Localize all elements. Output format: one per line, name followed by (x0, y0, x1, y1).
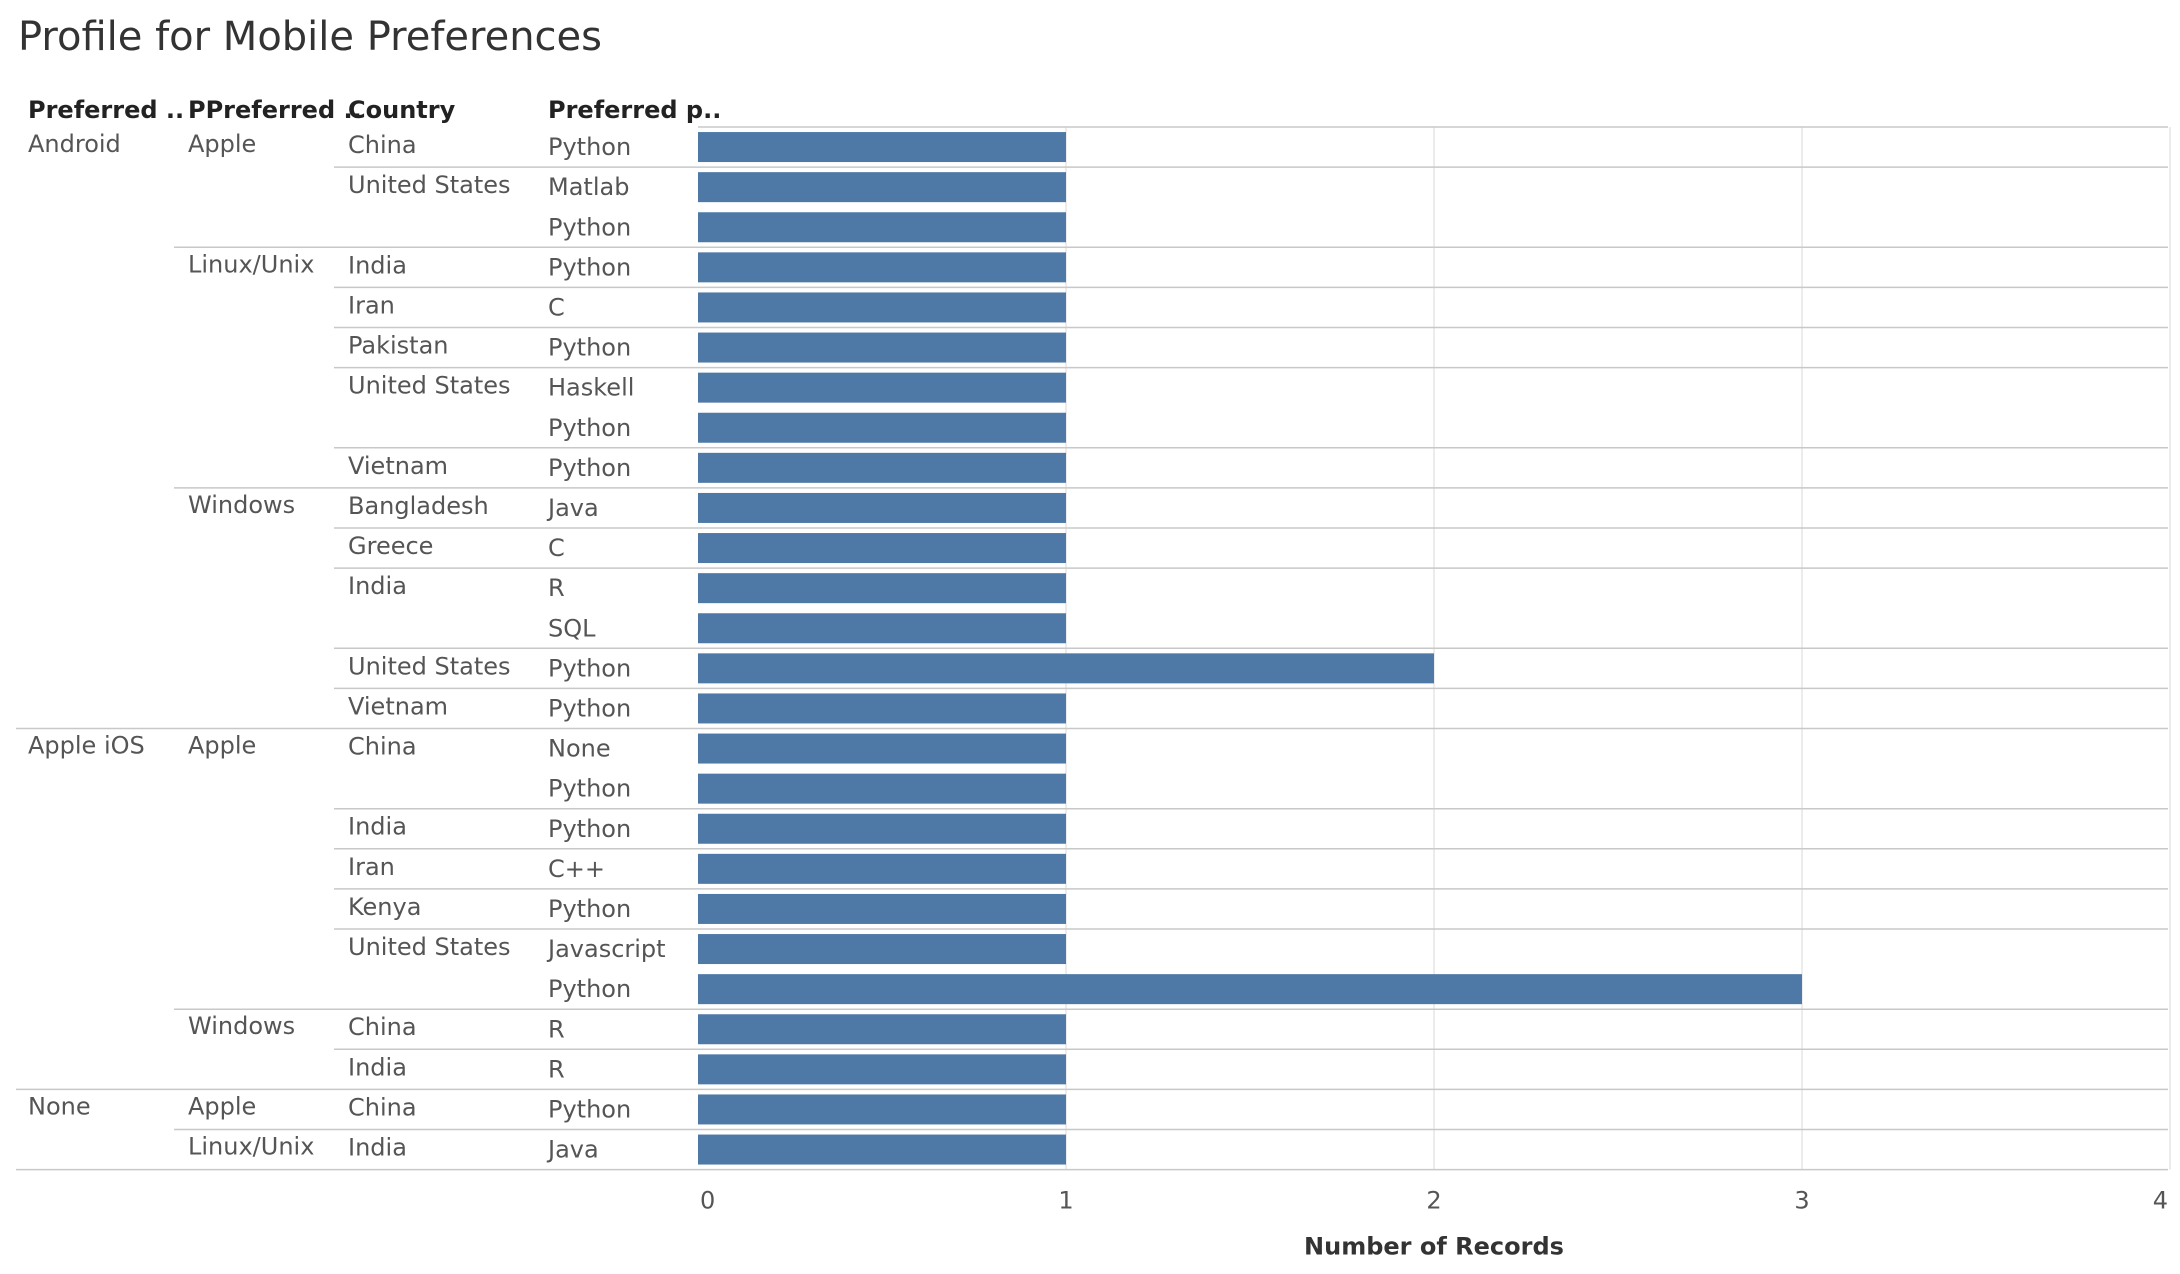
bar (698, 332, 1066, 363)
row-label-language: Python (548, 133, 631, 161)
bar (698, 212, 1066, 243)
chart-title: Profile for Mobile Preferences (18, 14, 602, 60)
header-preferred-mobile[interactable]: Preferred .. (28, 96, 185, 124)
row-label-os: Windows (188, 491, 295, 519)
x-tick-label: 4 (2153, 1187, 2168, 1215)
row-label-os: Windows (188, 1012, 295, 1040)
row-label-language: Python (548, 1095, 631, 1123)
row-label-language: C (548, 293, 565, 321)
row-label-language: Python (548, 654, 631, 682)
bar (698, 653, 1434, 684)
x-tick-label: 1 (1058, 1187, 1073, 1215)
row-label-country: Bangladesh (348, 492, 489, 520)
row-label-language: Java (546, 1136, 599, 1164)
bar (698, 693, 1066, 724)
bar (698, 372, 1066, 403)
bar (698, 132, 1066, 163)
header-preferred-language[interactable]: Preferred p.. (548, 96, 722, 124)
row-label-language: R (548, 574, 565, 602)
row-label-language: Python (548, 454, 631, 482)
row-label-os: Apple (188, 130, 256, 158)
row-label-country: China (348, 1013, 417, 1041)
row-label-country: India (348, 1134, 407, 1162)
row-label-mobile: Apple iOS (28, 732, 145, 760)
bar (698, 893, 1066, 924)
bar (698, 813, 1066, 844)
row-label-os: Apple (188, 1092, 256, 1120)
x-tick-label: 2 (1426, 1187, 1441, 1215)
bar (698, 1094, 1066, 1125)
row-label-country: United States (348, 933, 511, 961)
row-label-language: Python (548, 895, 631, 923)
row-label-country: India (348, 1053, 407, 1081)
row-label-mobile: Android (28, 130, 121, 158)
row-label-country: United States (348, 372, 511, 400)
row-label-country: Iran (348, 291, 395, 319)
row-label-language: Haskell (548, 374, 634, 402)
row-label-language: Python (548, 213, 631, 241)
row-label-country: China (348, 1093, 417, 1121)
row-label-country: China (348, 733, 417, 761)
row-label-country: Pakistan (348, 332, 449, 360)
bar (698, 252, 1066, 283)
row-label-country: Kenya (348, 893, 421, 921)
row-label-language: C++ (548, 855, 605, 883)
row-label-country: India (348, 572, 407, 600)
bar (698, 1054, 1066, 1085)
row-label-language: Javascript (546, 935, 666, 963)
row-label-language: Python (548, 694, 631, 722)
bar (698, 412, 1066, 443)
row-label-country: China (348, 131, 417, 159)
header-preferred-os[interactable]: PPreferred .. (188, 96, 362, 124)
row-label-language: Python (548, 253, 631, 281)
row-label-language: Python (548, 414, 631, 442)
bar (698, 452, 1066, 483)
bar (698, 533, 1066, 564)
row-label-country: Greece (348, 532, 433, 560)
row-label-language: Python (548, 334, 631, 362)
row-label-country: India (348, 251, 407, 279)
bar (698, 613, 1066, 644)
row-label-os: Linux/Unix (188, 250, 314, 278)
bar (698, 853, 1066, 884)
row-label-country: Vietnam (348, 692, 448, 720)
row-label-language: Java (546, 494, 599, 522)
row-label-os: Apple (188, 732, 256, 760)
row-label-country: India (348, 813, 407, 841)
row-label-os: Linux/Unix (188, 1133, 314, 1161)
row-label-language: Python (548, 815, 631, 843)
bar (698, 492, 1066, 523)
header-country[interactable]: Country (348, 96, 456, 124)
x-axis-title: Number of Records (1304, 1233, 1564, 1261)
row-label-country: Vietnam (348, 452, 448, 480)
row-label-language: R (548, 1015, 565, 1043)
row-label-language: Python (548, 775, 631, 803)
x-tick-label: 3 (1794, 1187, 1809, 1215)
bar (698, 292, 1066, 323)
row-label-mobile: None (28, 1092, 91, 1120)
bar (698, 934, 1066, 965)
bar (698, 1014, 1066, 1045)
bar (698, 172, 1066, 203)
row-label-language: Matlab (548, 173, 629, 201)
bar (698, 974, 1802, 1005)
row-label-language: SQL (548, 614, 596, 642)
bar (698, 733, 1066, 764)
row-label-country: United States (348, 652, 511, 680)
x-tick-label: 0 (700, 1187, 715, 1215)
row-label-language: C (548, 534, 565, 562)
row-label-language: R (548, 1055, 565, 1083)
row-label-country: United States (348, 171, 511, 199)
row-label-language: None (548, 735, 611, 763)
row-label-country: Iran (348, 853, 395, 881)
bar (698, 1134, 1066, 1165)
row-label-language: Python (548, 975, 631, 1003)
bar (698, 573, 1066, 604)
bar (698, 773, 1066, 804)
